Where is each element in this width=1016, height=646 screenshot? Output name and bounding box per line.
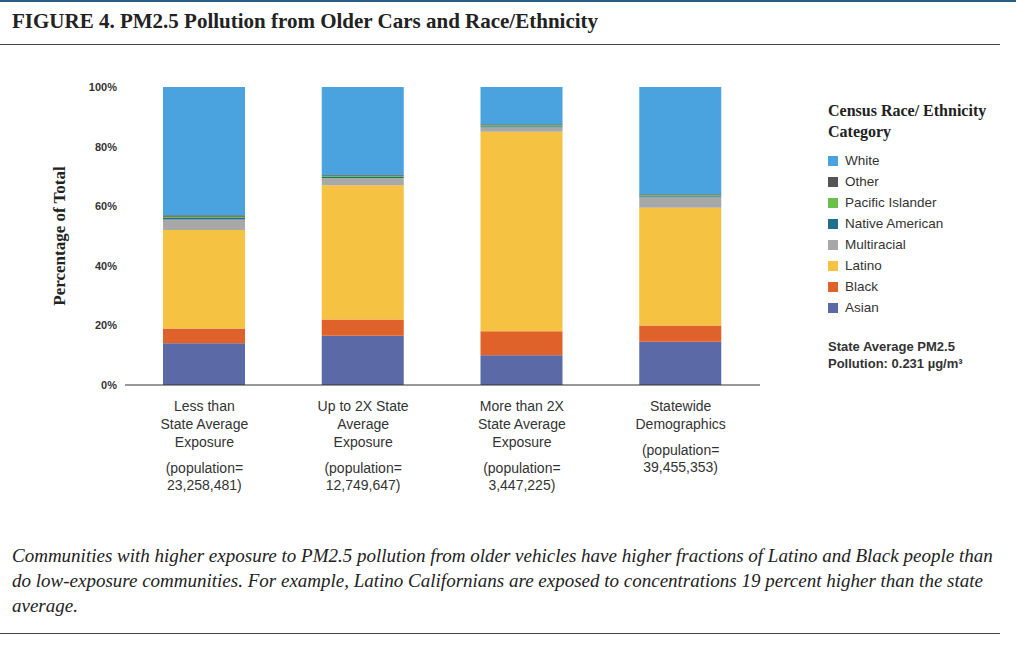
html-text:Communities with higher exposu: Communities with higher exposure to PM2.… xyxy=(12,545,993,616)
html-text:Asian: Asian xyxy=(845,300,879,315)
svg-text:60%: 60% xyxy=(95,200,117,212)
svg-text:More than 2XState AverageExpos: More than 2XState AverageExposure(popula… xyxy=(478,398,566,493)
html-text:White: White xyxy=(845,153,880,168)
html-text:Multiracial: Multiracial xyxy=(845,237,906,252)
svg-text:80%: 80% xyxy=(95,141,117,153)
svg-text:40%: 40% xyxy=(95,260,117,272)
html-text:Percentage of Total: Percentage of Total xyxy=(50,166,69,306)
html-text:Census Race/ Ethnicity Categor: Census Race/ Ethnicity Category xyxy=(828,102,987,140)
html-text:State Average PM2.5 Pollution:: State Average PM2.5 Pollution: 0.231 µg/… xyxy=(828,339,963,371)
html-text:Latino: Latino xyxy=(845,258,882,273)
svg-text:Up to 2X StateAverageExposure(: Up to 2X StateAverageExposure(population… xyxy=(318,398,409,493)
svg-text:StatewideDemographics(populati: StatewideDemographics(population=39,455,… xyxy=(635,398,725,475)
html-text:Black: Black xyxy=(845,279,878,294)
html-text:Native American: Native American xyxy=(845,216,944,231)
html-text:Pacific Islander: Pacific Islander xyxy=(845,195,937,210)
svg-text:0%: 0% xyxy=(101,379,117,391)
svg-text:100%: 100% xyxy=(89,81,117,93)
svg-text:Less thanState AverageExposure: Less thanState AverageExposure(populatio… xyxy=(161,398,249,493)
html-text:Other: Other xyxy=(845,174,879,189)
html-text:FIGURE 4. PM2.5 Pollution from: FIGURE 4. PM2.5 Pollution from Older Car… xyxy=(12,9,598,33)
svg-text:20%: 20% xyxy=(95,319,117,331)
